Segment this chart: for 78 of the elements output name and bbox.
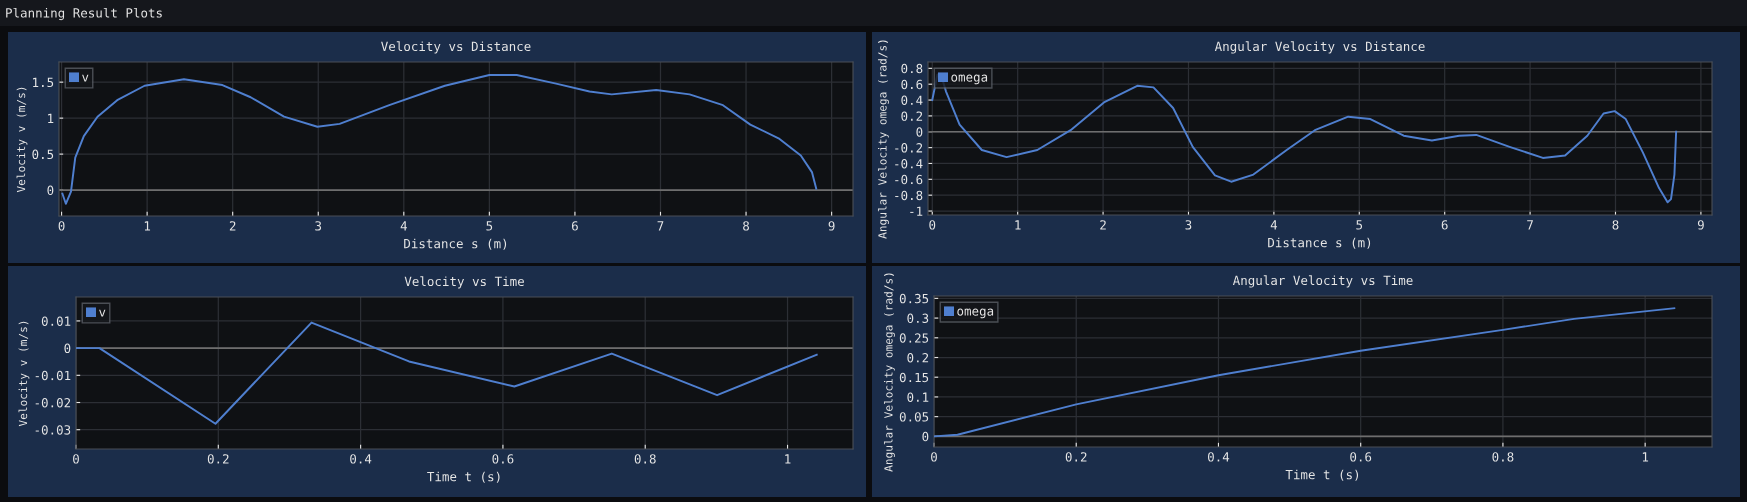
x-tick-label: 7 [657,221,664,231]
x-axis-title: Distance s (m) [1268,237,1371,249]
x-tick-label: 0.2 [207,454,229,464]
y-tick-label: 0.05 [899,412,929,422]
chart-title: Velocity vs Distance [381,41,531,54]
legend-label: omega [957,308,994,319]
x-tick-label: 0.8 [634,454,656,464]
x-tick-label: 3 [315,221,322,231]
y-tick-label: -0.02 [35,398,71,408]
y-tick-label: -0.6 [895,174,923,185]
y-tick-label: 1.5 [33,77,54,88]
y-tick-label: 0.35 [899,293,929,304]
x-tick-label: 6 [1441,220,1448,230]
x-tick-label: 6 [571,221,578,231]
y-tick-label: 0.1 [907,392,929,402]
x-tick-label: 0.8 [1492,452,1514,462]
y-tick-label: 0.2 [907,353,929,363]
y-axis-title: Velocity v (m/s) [16,87,28,193]
x-tick-label: 5 [486,221,493,231]
y-tick-label: 0.2 [901,111,923,121]
x-axis-title: Time t (s) [427,471,500,483]
chart-title: Angular Velocity vs Time [1232,275,1413,288]
x-tick-label: 8 [743,221,750,231]
y-tick-label: -0.2 [895,143,923,153]
y-tick-label: 0 [916,127,923,137]
x-axis-title: Distance s (m) [404,238,507,250]
chart-title: Angular Velocity vs Distance [1214,41,1425,54]
x-tick-label: 3 [1185,220,1192,230]
y-axis-title: Angular Velocity omega (rad/s) [883,273,895,472]
y-axis-title: Angular Velocity omega (rad/s) [877,40,889,239]
x-tick-label: 0.6 [492,454,514,464]
x-tick-label: 0.2 [1065,452,1087,462]
x-tick-label: 0.4 [350,454,372,464]
y-tick-label: 0.6 [901,79,923,90]
y-tick-label: -0.8 [895,190,923,201]
x-tick-label: 9 [1697,220,1704,230]
x-tick-label: 2 [1100,220,1106,230]
x-axis-title: Time t (s) [1285,469,1359,481]
y-tick-label: 1 [48,113,54,123]
y-tick-label: 0.15 [899,372,929,383]
x-tick-label: 8 [1612,220,1619,230]
x-tick-label: 4 [1270,220,1278,230]
x-tick-label: 0 [929,220,936,230]
x-tick-label: 1 [785,454,791,464]
line-series [934,307,1676,438]
y-tick-label: 0 [64,343,71,354]
y-tick-label: 0 [922,431,929,442]
x-tick-label: 7 [1527,220,1533,230]
legend-label: omega [951,74,988,85]
chart-title: Velocity vs Time [404,276,524,289]
y-tick-label: 0.8 [901,63,923,74]
x-tick-label: 2 [229,221,236,231]
x-tick-label: 1 [144,221,151,231]
y-tick-label: 0.01 [41,316,71,326]
x-tick-label: 1 [1015,220,1021,230]
y-axis-title: Velocity v (m/s) [18,321,30,427]
y-tick-label: 0.3 [907,313,929,324]
y-tick-label: -0.01 [35,370,71,381]
y-tick-label: 0.5 [32,149,54,160]
x-tick-label: 4 [400,221,407,231]
y-tick-label: -0.03 [35,425,71,435]
x-tick-label: 0.6 [1350,452,1372,462]
y-tick-label: 0.25 [899,333,929,343]
x-tick-label: 0 [931,452,937,462]
line-series [61,73,818,205]
x-tick-label: 9 [828,221,835,231]
text: Planning Result Plots [6,7,162,21]
legend-label: v [99,309,106,317]
x-tick-label: 5 [1356,220,1363,230]
x-tick-label: 1 [1642,452,1649,462]
y-tick-label: 0.4 [901,95,923,106]
y-tick-label: -0.4 [895,158,923,169]
x-tick-label: 0 [73,454,79,464]
line-series [76,321,818,425]
x-tick-label: 0.4 [1207,452,1230,462]
legend-label: v [82,74,89,82]
y-tick-label: 0 [47,185,54,196]
y-tick-label: -1 [910,206,923,216]
